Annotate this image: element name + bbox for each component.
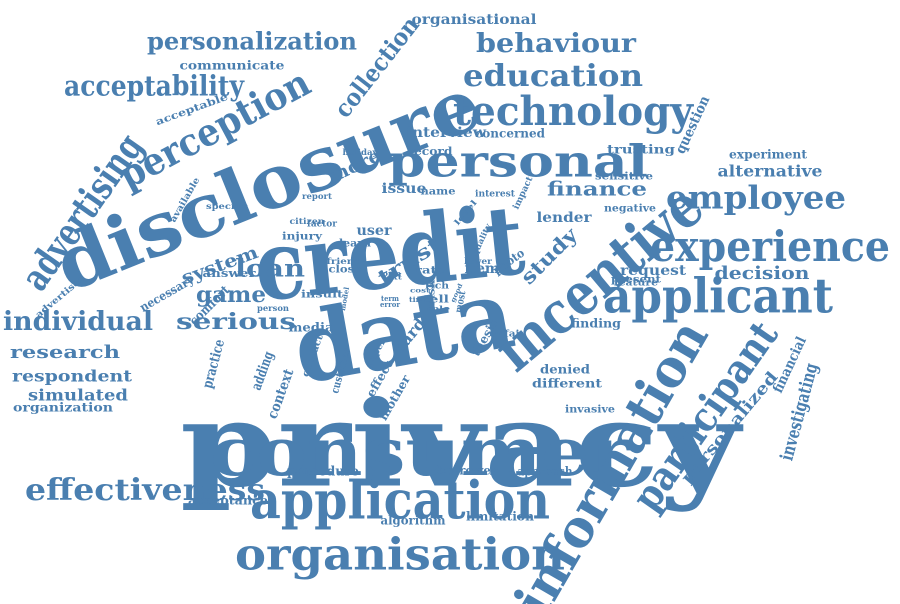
- word-finance: finance: [547, 177, 647, 201]
- word-injury: injury: [282, 232, 323, 243]
- word-individual: individual: [3, 307, 153, 337]
- word-organisation: organisation: [235, 530, 565, 581]
- word-game: game: [196, 282, 266, 308]
- word-loan: loan: [235, 254, 305, 283]
- word-rich: rich: [425, 282, 450, 292]
- word-personalization: personalization: [147, 27, 357, 56]
- word-privacy: privacy: [180, 375, 744, 514]
- word-simulated: simulated: [28, 386, 128, 405]
- word-request: request: [620, 263, 687, 279]
- word-person: person: [257, 303, 289, 313]
- word-feature: feature: [614, 279, 658, 289]
- word-close: close: [329, 265, 362, 276]
- word-media: media: [289, 321, 334, 335]
- word-model: model: [338, 286, 351, 312]
- word-holiday: holiday: [343, 147, 378, 157]
- word-interview: interview: [406, 125, 487, 141]
- word-serious: serious: [176, 309, 296, 335]
- word-application: application: [250, 471, 550, 532]
- word-applicant: applicant: [603, 269, 833, 325]
- word-cost: cost: [410, 288, 430, 295]
- word-organisational: organisational: [412, 12, 537, 28]
- word-report: report: [302, 191, 332, 201]
- word-technology: technology: [453, 88, 695, 135]
- word-answer: answer: [203, 267, 256, 280]
- word-behaviour: behaviour: [476, 29, 636, 59]
- word-decision: decision: [715, 263, 810, 284]
- word-sensitive: sensitive: [595, 172, 653, 183]
- word-time: time: [409, 295, 430, 304]
- word-most: most: [454, 290, 469, 314]
- word-lender: lender: [537, 210, 593, 226]
- word-education: education: [463, 59, 643, 94]
- word-friend: friend: [327, 256, 363, 266]
- word-experience: experience: [650, 222, 890, 271]
- word-consumer: consumer: [210, 413, 631, 491]
- word-acceptance: acceptance: [188, 494, 268, 508]
- word-term: term: [381, 294, 400, 303]
- word-communicate: communicate: [180, 59, 285, 73]
- word-research: research: [10, 342, 120, 363]
- word-borrower: borrower: [437, 464, 498, 478]
- word-user: user: [357, 223, 393, 239]
- word-trusting: trusting: [607, 143, 676, 157]
- word-factor: factor: [307, 220, 337, 230]
- word-personal: personal: [388, 137, 648, 188]
- word-effectiveness: effectiveness: [25, 473, 265, 508]
- word-issue: issue: [382, 181, 427, 197]
- word-concerned: concerned: [475, 127, 546, 141]
- word-invasive: invasive: [565, 405, 615, 416]
- word-form: form: [379, 269, 402, 278]
- word-role: role: [426, 306, 450, 313]
- word-item: item: [465, 261, 500, 277]
- word-citizen: citizen: [290, 216, 325, 226]
- word-finding: finding: [571, 317, 622, 331]
- word-text: text: [382, 275, 402, 282]
- word-negative: negative: [604, 204, 656, 215]
- word-experiment: experiment: [729, 148, 807, 162]
- word-present: present: [611, 275, 661, 286]
- word-procedure: procedure: [287, 465, 359, 480]
- word-unfair: unfair: [489, 330, 525, 340]
- word-credit: credit: [249, 183, 529, 324]
- word-insult: insult: [301, 290, 343, 301]
- word-learn: learn: [339, 239, 372, 250]
- word-record: record: [408, 145, 453, 158]
- word-different: different: [532, 377, 603, 391]
- word-interest: interest: [475, 190, 516, 200]
- word-name: name: [421, 187, 456, 198]
- word-lower: lower: [464, 256, 493, 266]
- word-specific: specific: [206, 201, 248, 211]
- word-rate: rate: [415, 266, 445, 277]
- word-employee: employee: [666, 179, 846, 217]
- word-organization: organization: [13, 401, 113, 415]
- word-approach: approach: [518, 465, 573, 479]
- word-tell: tell: [423, 295, 449, 306]
- word-acceptability: acceptability: [64, 70, 245, 103]
- word-respondent: respondent: [12, 367, 133, 386]
- word-denied: denied: [540, 363, 591, 377]
- word-risk: risk: [427, 279, 438, 306]
- word-limitation: limitation: [466, 510, 534, 524]
- word-alternative: alternative: [718, 162, 823, 181]
- word-algorithm: algorithm: [381, 514, 446, 528]
- word-error: error: [380, 300, 400, 309]
